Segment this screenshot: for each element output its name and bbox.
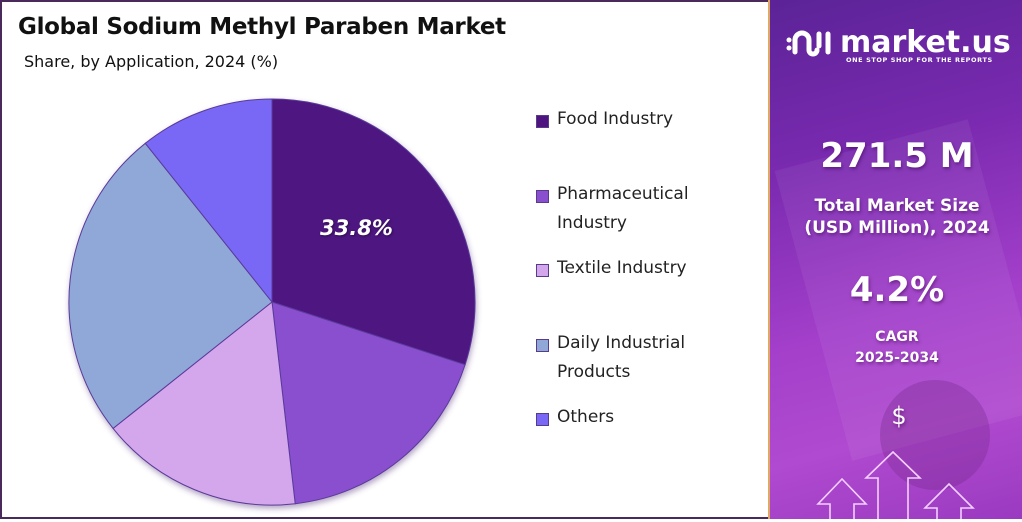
- legend-label-line2: Industry: [557, 213, 627, 233]
- dollar-sign-icon: $: [891, 402, 907, 430]
- cagr-label: CAGR: [875, 329, 919, 345]
- legend-swatch: [536, 339, 549, 352]
- cagr-period: 2025-2034: [855, 350, 939, 366]
- legend-swatch: [536, 264, 549, 277]
- brand-logo: market.us ONE STOP SHOP FOR THE REPORTS: [786, 25, 1011, 64]
- decorative-coin-shape: [880, 380, 990, 490]
- market-size-label-line1: Total Market Size: [814, 196, 980, 216]
- legend-swatch: [536, 115, 549, 128]
- chart-panel: Global Sodium Methyl Paraben Market Shar…: [0, 0, 768, 519]
- market-size-value: 271.5 M: [820, 136, 974, 176]
- legend-item-food-industry: Food Industry: [536, 109, 756, 134]
- pie-slice-others: [144, 98, 273, 304]
- legend-label-line2: Products: [557, 362, 631, 382]
- market-us-logo-icon: [786, 30, 831, 57]
- summary-sidebar: market.us ONE STOP SHOP FOR THE REPORTS …: [768, 0, 1022, 519]
- legend-label: Textile Industry: [557, 258, 687, 278]
- legend-item-others: Others: [536, 407, 756, 432]
- legend-item-pharmaceutical-industry: Pharmaceutical Industry: [536, 184, 756, 238]
- legend-swatch: [536, 413, 549, 426]
- pie-slice-textile-industry: [112, 301, 296, 506]
- legend-label: Others: [557, 407, 615, 427]
- legend-label: Daily Industrial: [557, 333, 686, 353]
- pie-slice-pharmaceutical-industry: [271, 301, 466, 505]
- legend-item-daily-industrial-products: Daily Industrial Products: [536, 333, 756, 387]
- pie-slice-label-food: 33.8%: [320, 216, 393, 240]
- legend-swatch: [536, 190, 549, 203]
- pie-slice-daily-industrial-products: [68, 142, 273, 430]
- growth-arrows-icon: [816, 450, 975, 519]
- chart-subtitle: Share, by Application, 2024 (%): [24, 52, 279, 71]
- pie-slice-food-industry: [271, 98, 476, 366]
- legend-item-textile-industry: Textile Industry: [536, 258, 756, 283]
- brand-tagline: ONE STOP SHOP FOR THE REPORTS: [846, 56, 993, 64]
- brand-name: market.us: [840, 25, 1011, 60]
- market-size-label-line2: (USD Million), 2024: [804, 218, 990, 238]
- cagr-value: 4.2%: [849, 270, 945, 310]
- pie-chart: [68, 98, 476, 506]
- legend-label: Food Industry: [557, 109, 674, 129]
- legend-label: Pharmaceutical: [557, 184, 689, 204]
- chart-title: Global Sodium Methyl Paraben Market: [18, 14, 506, 40]
